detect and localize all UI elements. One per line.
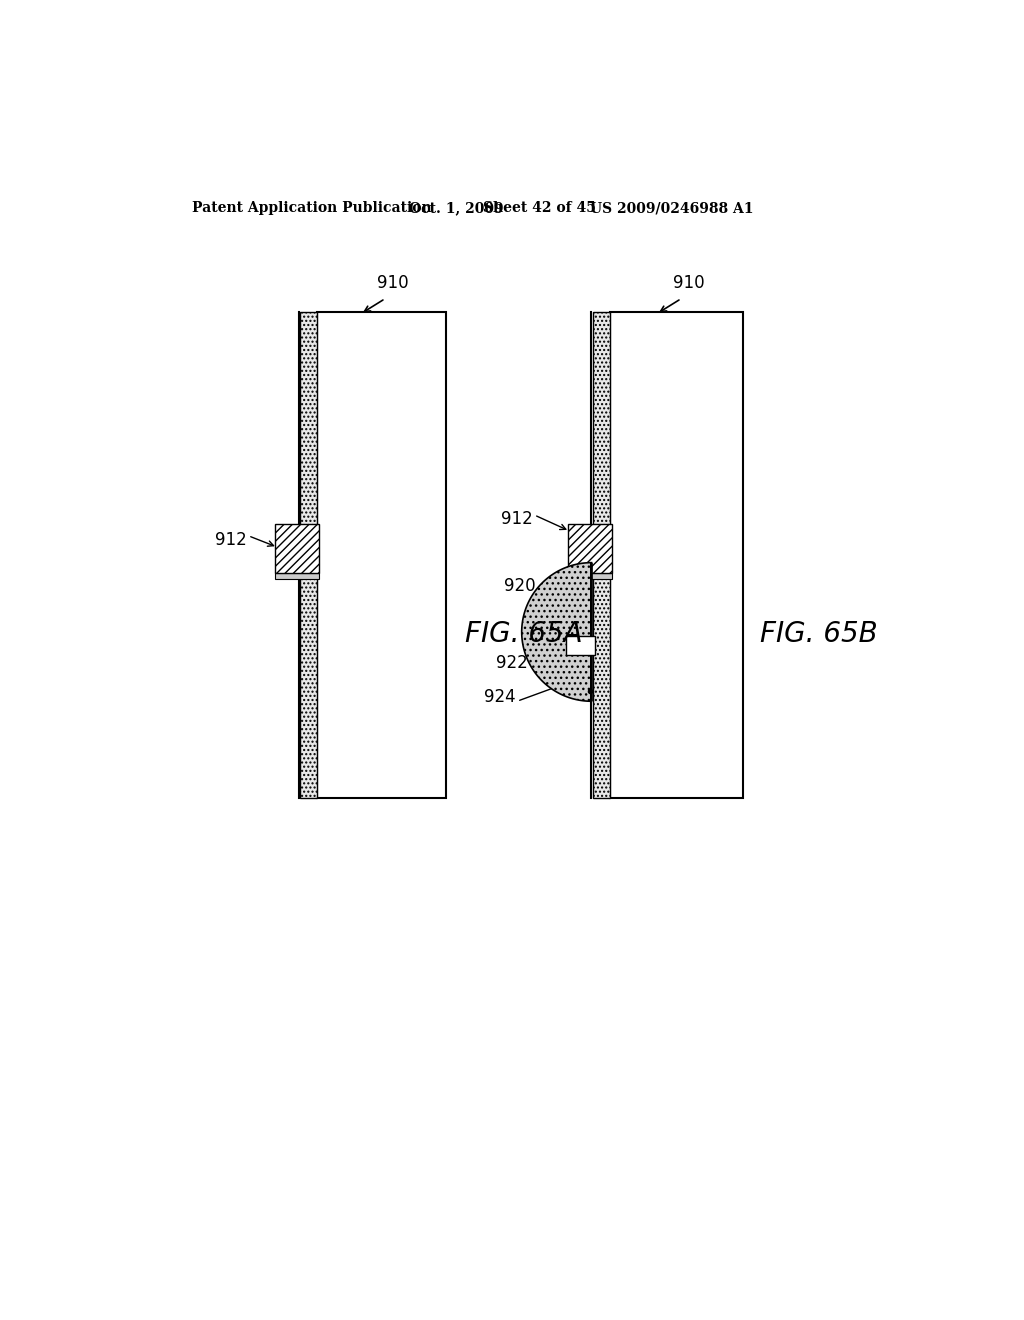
Bar: [566, 636, 595, 655]
Text: 912: 912: [215, 531, 247, 549]
Text: 910: 910: [674, 275, 705, 292]
Bar: [593, 313, 610, 797]
Text: Oct. 1, 2009: Oct. 1, 2009: [410, 202, 504, 215]
Bar: [568, 573, 611, 579]
Text: 924: 924: [484, 689, 516, 706]
Text: 910: 910: [377, 275, 409, 292]
Text: FIG. 65B: FIG. 65B: [760, 620, 878, 648]
Bar: [300, 313, 317, 797]
Bar: [317, 313, 445, 797]
Bar: [275, 573, 318, 579]
Text: 922: 922: [496, 653, 527, 672]
Polygon shape: [521, 562, 592, 701]
Text: Patent Application Publication: Patent Application Publication: [191, 202, 431, 215]
Bar: [568, 524, 611, 573]
Text: FIG. 65A: FIG. 65A: [465, 620, 583, 648]
Bar: [275, 524, 318, 573]
Text: US 2009/0246988 A1: US 2009/0246988 A1: [590, 202, 754, 215]
Text: Sheet 42 of 45: Sheet 42 of 45: [483, 202, 596, 215]
Text: 920: 920: [505, 577, 536, 595]
Text: 912: 912: [501, 510, 532, 528]
Bar: [610, 313, 742, 797]
